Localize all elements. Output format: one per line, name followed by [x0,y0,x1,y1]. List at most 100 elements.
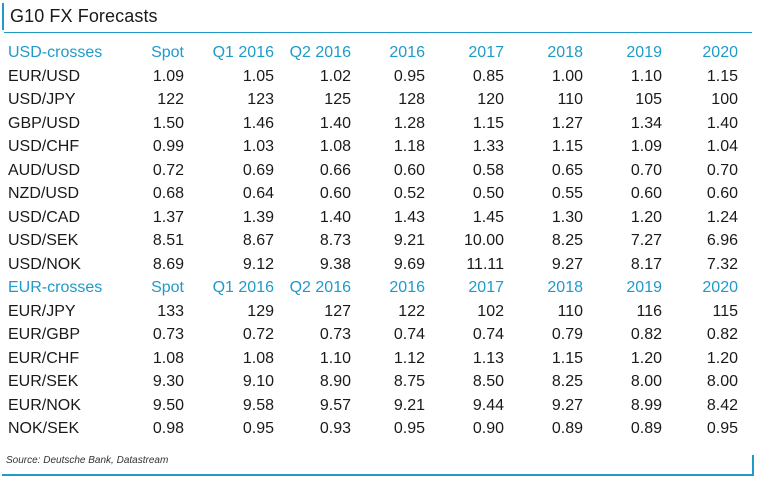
table-row: USD/JPY 122 123 125 128 120 110 105 100 [0,88,750,112]
forecast-value: 0.82 [706,326,738,343]
forecast-value: 8.69 [152,255,184,273]
forecast-value: 133 [157,302,184,320]
column-header: Spot [151,279,184,296]
currency-pair: EUR/SEK [8,373,79,390]
table-title: G10 FX Forecasts [10,6,158,26]
currency-pair: AUD/USD [8,161,81,179]
currency-pair: USD/JPY [8,91,76,108]
forecast-value: 0.50 [472,185,504,202]
forecast-value: 1.10 [630,67,662,85]
currency-pair: USD/CAD [8,208,81,226]
forecast-value: 116 [636,302,662,320]
table-row: EUR/JPY 133 129 127 122 102 110 116 115 [0,300,750,324]
currency-pair: NOK/SEK [8,420,80,437]
currency-pair: USD/NOK [8,255,81,273]
forecast-value: 8.25 [551,232,583,249]
forecast-value: 1.13 [472,349,504,367]
forecast-value: 8.99 [630,396,662,414]
currency-pair: EUR/GBP [8,326,81,343]
forecast-value: 0.69 [242,161,274,179]
forecast-value: 0.73 [152,326,184,343]
table-row: GBP/USD 1.50 1.46 1.40 1.28 1.15 1.27 1.34 1.40 [0,112,750,136]
table-row: NOK/SEK 0.98 0.95 0.93 0.95 0.90 0.89 0.89 0.95 [0,417,750,441]
forecast-value: 8.00 [630,373,662,390]
forecast-value: 10.00 [463,232,504,249]
forecast-value: 1.15 [472,114,504,132]
section-header-row: EUR-crosses Spot Q1 2016 Q2 2016 2016 2017 201… [0,276,750,300]
forecast-value: 1.46 [242,114,274,132]
forecast-value: 1.20 [706,349,738,367]
forecast-value: 1.39 [242,208,274,226]
forecast-value: 102 [477,302,504,320]
forecast-value: 0.70 [630,161,662,179]
table-row: AUD/USD 0.72 0.69 0.66 0.60 0.58 0.65 0.70 0.70 [0,159,750,183]
forecast-value: 1.30 [551,208,583,226]
forecast-value: 9.44 [472,396,504,414]
forecast-value: 1.10 [319,349,351,367]
table-row: EUR/CHF 1.08 1.08 1.10 1.12 1.13 1.15 1.20 1.20 [0,347,750,371]
forecast-value: 8.50 [472,373,504,390]
forecast-value: 9.30 [152,373,184,390]
fx-table-body: USD-crosses Spot Q1 2016 Q2 2016 2016 2017 201… [0,41,750,441]
forecast-value: 0.60 [319,185,351,202]
column-header: Q1 2016 [212,44,274,61]
forecast-value: 1.24 [706,208,738,226]
forecast-value: 1.04 [706,138,738,155]
column-header: Q1 2016 [212,279,274,296]
forecast-value: 9.50 [152,396,184,414]
forecast-value: 110 [557,91,583,108]
currency-pair: USD/SEK [8,232,79,249]
column-header: 2019 [626,279,662,296]
forecast-value: 9.21 [393,396,425,414]
column-header: 2017 [468,44,504,61]
forecast-value: 0.60 [630,185,662,202]
forecast-value: 0.60 [393,161,425,179]
forecast-value: 1.15 [551,349,583,367]
table-row: EUR/NOK 9.50 9.58 9.57 9.21 9.44 9.27 8.99 8.42 [0,394,750,418]
forecast-value: 0.82 [630,326,662,343]
forecast-value: 0.55 [551,185,583,202]
forecast-value: 0.90 [472,420,504,437]
forecast-value: 0.72 [242,326,274,343]
forecast-value: 1.40 [319,114,351,132]
forecast-value: 1.50 [152,114,184,132]
currency-pair: EUR/JPY [8,302,76,320]
forecast-value: 0.68 [152,185,184,202]
forecast-value: 8.90 [319,373,351,390]
forecast-value: 6.96 [706,232,738,249]
forecast-value: 11.11 [466,255,504,273]
forecast-value: 110 [557,302,583,320]
forecast-value: 0.74 [472,326,504,343]
forecast-value: 0.99 [152,138,184,155]
table-row: EUR/USD 1.09 1.05 1.02 0.95 0.85 1.00 1.10 1.15 [0,65,750,89]
table-row: EUR/SEK 9.30 9.10 8.90 8.75 8.50 8.25 8.00 8.00 [0,370,750,394]
column-header: Q2 2016 [289,279,351,296]
currency-pair: NZD/USD [8,185,80,202]
forecast-value: 0.95 [706,420,738,437]
forecast-value: 129 [247,302,274,320]
forecast-value: 0.73 [319,326,351,343]
column-header: 2020 [702,279,738,296]
forecast-value: 8.42 [706,396,738,414]
table-row: EUR/GBP 0.73 0.72 0.73 0.74 0.74 0.79 0.82 0.82 [0,323,750,347]
column-header: Spot [151,44,184,61]
forecast-value: 0.85 [472,67,504,85]
column-header: 2018 [547,44,583,61]
forecast-value: 8.25 [551,373,583,390]
forecast-value: 1.08 [242,349,274,367]
forecast-value: 1.27 [551,114,583,132]
forecast-value: 7.27 [630,232,662,249]
forecast-value: 0.74 [393,326,425,343]
forecast-value: 122 [157,91,184,108]
table-row: USD/SEK 8.51 8.67 8.73 9.21 10.00 8.25 7.27 6.96 [0,229,750,253]
section-header-row: USD-crosses Spot Q1 2016 Q2 2016 2016 2017 201… [0,41,750,65]
forecast-value: 1.12 [393,349,425,367]
forecast-value: 1.20 [630,349,662,367]
forecast-value: 1.08 [152,349,184,367]
forecast-value: 1.40 [319,208,351,226]
forecast-value: 105 [635,91,662,108]
fx-forecast-table: USD-crosses Spot Q1 2016 Q2 2016 2016 2017 201… [0,41,750,441]
forecast-value: 1.40 [706,114,738,132]
forecast-value: 0.93 [319,420,351,437]
forecast-value: 9.27 [551,255,583,273]
